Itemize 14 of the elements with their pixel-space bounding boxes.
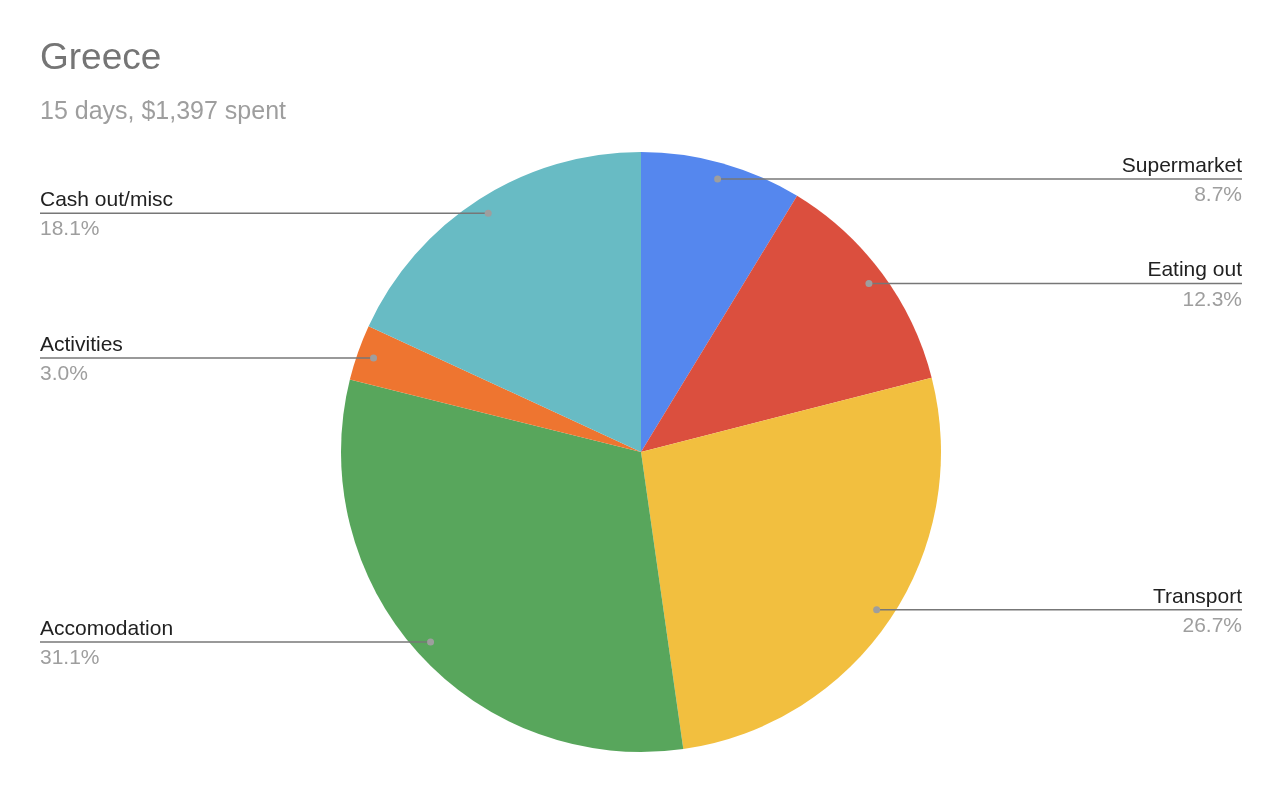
slice-label: Transport bbox=[1152, 583, 1243, 607]
data-label: 8.7% bbox=[1194, 182, 1242, 206]
slice-label: Supermarket bbox=[1121, 153, 1243, 177]
data-label: 26.7% bbox=[1182, 612, 1242, 636]
data-label: 12.3% bbox=[1182, 286, 1242, 310]
chart-subtitle: 15 days, $1,397 spent bbox=[40, 96, 287, 125]
slice-label: Eating out bbox=[1147, 257, 1243, 281]
slice-label: Activities bbox=[40, 331, 123, 355]
data-label: 18.1% bbox=[40, 216, 100, 240]
data-label: 31.1% bbox=[40, 645, 100, 669]
slice-label: Cash out/misc bbox=[40, 187, 174, 211]
slice-label: Accomodation bbox=[40, 615, 174, 639]
data-label: 3.0% bbox=[40, 361, 88, 385]
chart-title: Greece bbox=[40, 36, 162, 78]
